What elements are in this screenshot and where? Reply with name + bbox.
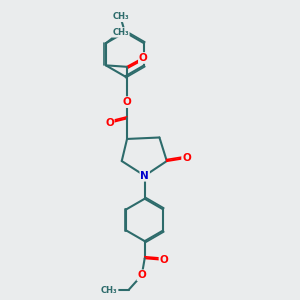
Text: N: N — [140, 171, 149, 181]
Text: O: O — [105, 118, 114, 128]
Text: CH₃: CH₃ — [101, 286, 118, 295]
Text: O: O — [123, 97, 131, 107]
Text: O: O — [160, 255, 168, 265]
Text: CH₃: CH₃ — [112, 28, 129, 37]
Text: CH₃: CH₃ — [112, 12, 129, 21]
Text: O: O — [139, 53, 148, 63]
Text: O: O — [182, 153, 191, 163]
Text: O: O — [137, 270, 146, 280]
